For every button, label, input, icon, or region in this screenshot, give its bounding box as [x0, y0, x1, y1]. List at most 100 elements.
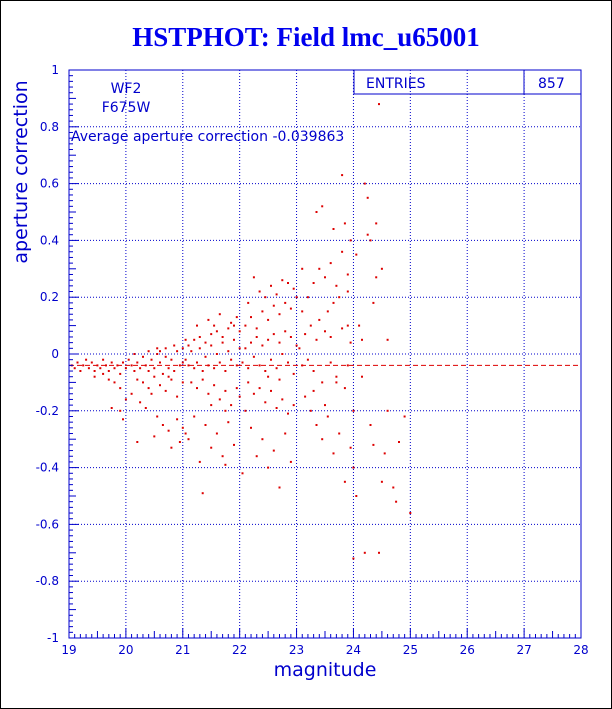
data-point [244, 324, 247, 327]
y-tick-label: 0.2 [40, 290, 59, 304]
entries-value: 857 [538, 76, 565, 92]
data-point [380, 480, 383, 483]
data-point [221, 455, 224, 458]
data-point [261, 344, 264, 347]
data-point [147, 387, 150, 390]
data-point [230, 404, 233, 407]
data-point [215, 353, 218, 355]
data-point [133, 353, 136, 355]
data-point [93, 375, 96, 378]
data-point [275, 367, 278, 370]
data-point [278, 341, 281, 344]
data-point [341, 250, 344, 253]
x-tick-label: 28 [573, 643, 588, 657]
data-point [289, 307, 292, 310]
data-point [224, 463, 227, 466]
y-tick-label: -0.6 [36, 517, 59, 531]
data-point [298, 347, 301, 350]
data-point [324, 276, 326, 279]
data-point [142, 381, 144, 384]
data-point [213, 324, 216, 327]
data-point [349, 341, 352, 344]
data-point [139, 367, 142, 370]
data-point [227, 350, 230, 353]
data-point [261, 310, 264, 313]
x-tick-label: 25 [403, 643, 418, 657]
data-points [70, 103, 412, 560]
y-tick-label: 0.6 [40, 177, 59, 191]
entries-box: ENTRIES 857 [353, 69, 582, 95]
data-point [119, 372, 122, 375]
data-point [110, 361, 113, 364]
data-point [292, 404, 295, 407]
data-point [184, 432, 187, 435]
data-point [250, 341, 252, 344]
data-point [130, 364, 133, 367]
data-point [324, 404, 326, 407]
data-point [164, 355, 167, 358]
data-point [392, 486, 395, 489]
data-point [378, 103, 380, 106]
data-point [150, 392, 153, 395]
data-point [278, 378, 281, 381]
data-point [102, 372, 105, 375]
data-point [213, 384, 216, 387]
data-point [119, 387, 122, 390]
data-point [156, 347, 159, 350]
data-point [378, 551, 380, 554]
data-point [85, 358, 88, 361]
data-point [218, 361, 221, 364]
data-point [204, 355, 207, 358]
data-point [349, 446, 352, 449]
data-point [238, 347, 241, 350]
entries-label: ENTRIES [366, 76, 426, 92]
y-tick-label: 0 [51, 347, 59, 361]
data-point [355, 253, 358, 256]
data-point [321, 205, 324, 208]
data-point [130, 392, 133, 395]
y-tick-label: -0.8 [36, 574, 59, 588]
data-point [275, 293, 278, 296]
data-point [326, 415, 329, 418]
data-point [275, 407, 278, 409]
data-point [301, 310, 304, 313]
data-point [255, 336, 258, 338]
data-point [204, 341, 207, 344]
data-point [321, 381, 324, 384]
data-point [281, 279, 284, 282]
x-tick-label: 22 [232, 643, 247, 657]
data-point [221, 341, 224, 344]
data-point [335, 375, 338, 378]
data-point [102, 358, 105, 361]
data-point [346, 273, 349, 276]
data-point [363, 551, 366, 554]
y-tick-label: 0.4 [40, 233, 59, 247]
data-point [224, 389, 227, 392]
data-point [210, 333, 213, 336]
data-point [312, 282, 315, 284]
data-point [380, 267, 383, 270]
data-point [181, 426, 184, 429]
axes [68, 69, 582, 639]
data-point [122, 361, 124, 364]
data-point [312, 389, 315, 392]
data-point [335, 381, 338, 384]
data-point [193, 338, 196, 341]
data-point [238, 395, 241, 398]
data-point [147, 370, 150, 372]
data-point [318, 318, 321, 321]
data-point [272, 333, 275, 336]
data-point [213, 367, 216, 370]
data-point [372, 443, 375, 446]
data-point [144, 407, 147, 409]
data-point [176, 350, 179, 353]
data-point [272, 304, 275, 307]
data-point [326, 310, 329, 313]
data-point [366, 233, 369, 236]
data-point [292, 372, 295, 375]
data-point [173, 370, 176, 372]
data-point [93, 370, 96, 372]
data-point [161, 372, 164, 375]
data-point [241, 472, 244, 475]
data-point [304, 333, 307, 336]
